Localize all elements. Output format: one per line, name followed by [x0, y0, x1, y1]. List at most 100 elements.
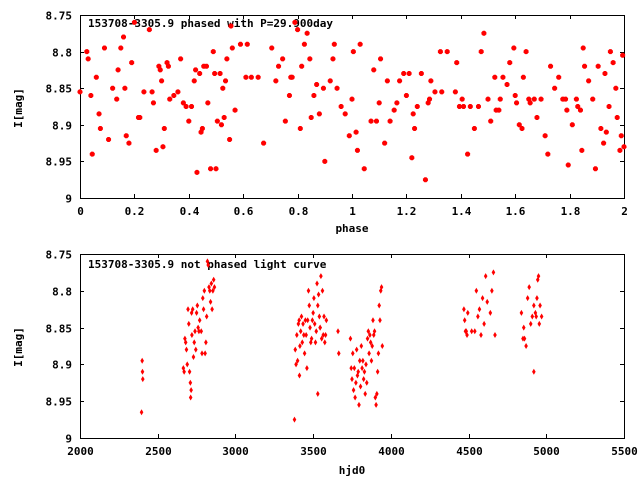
data-point: [126, 140, 132, 146]
data-point: [302, 331, 306, 338]
data-point: [200, 295, 205, 302]
data-point: [322, 158, 328, 164]
data-point: [368, 118, 374, 124]
data-point: [479, 331, 483, 338]
data-point: [357, 41, 363, 47]
data-point: [110, 85, 116, 91]
data-point: [595, 63, 601, 69]
chart-panel-2: 2000 2500 3000 3500 4000 4500 5000 5500 8.75 8.8 8…: [12, 249, 638, 478]
data-point: [462, 317, 467, 324]
data-point: [205, 100, 211, 106]
data-point: [493, 331, 497, 338]
data-point: [205, 258, 210, 265]
data-point: [312, 295, 316, 302]
data-point: [377, 302, 381, 309]
data-point: [524, 343, 528, 349]
data-point: [360, 365, 364, 372]
data-point: [534, 114, 540, 120]
data-point: [464, 328, 469, 335]
data-point: [189, 387, 193, 394]
data-point: [365, 335, 370, 342]
data-point: [159, 78, 165, 84]
data-point: [197, 328, 201, 335]
data-point: [182, 368, 186, 375]
data-point: [320, 287, 325, 294]
data-point: [485, 96, 491, 102]
data-point: [366, 328, 371, 335]
data-point: [314, 82, 320, 88]
data-point: [380, 343, 385, 349]
data-point: [243, 74, 249, 80]
data-point: [295, 331, 299, 338]
data-point: [289, 74, 295, 80]
x-tick-label: 2: [621, 205, 628, 218]
data-point: [351, 387, 356, 394]
data-point: [312, 320, 317, 327]
data-point: [504, 82, 510, 88]
data-point: [180, 100, 186, 106]
data-point: [477, 306, 482, 313]
data-point: [297, 125, 303, 131]
data-point: [535, 295, 539, 302]
data-point: [295, 357, 300, 364]
data-point: [323, 331, 328, 338]
data-point: [294, 361, 298, 368]
data-point: [519, 309, 524, 316]
data-point: [601, 140, 607, 146]
data-point: [350, 49, 356, 55]
data-point: [582, 63, 588, 69]
data-point: [368, 331, 372, 338]
x-tick-label: 1.8: [561, 205, 581, 218]
data-point: [369, 357, 374, 364]
data-point: [545, 151, 551, 157]
data-point: [614, 114, 620, 120]
data-point: [85, 56, 91, 62]
data-point: [350, 350, 355, 357]
data-point: [316, 111, 322, 117]
data-point: [532, 368, 536, 375]
data-point: [536, 273, 541, 280]
data-point: [580, 45, 586, 51]
y-tick-label: 8.95: [46, 396, 73, 409]
chart-title: 153708-3305.9 phased with P=29.900day: [88, 17, 333, 30]
data-point: [375, 390, 379, 397]
data-point: [409, 155, 415, 161]
data-point: [227, 136, 233, 142]
data-point: [364, 361, 368, 368]
data-point: [488, 118, 494, 124]
data-point: [475, 104, 481, 109]
data-point: [187, 320, 191, 327]
data-point: [465, 151, 471, 157]
data-point: [462, 306, 466, 313]
data-point: [115, 67, 121, 73]
data-point: [520, 74, 526, 80]
data-point: [538, 302, 542, 309]
data-point: [193, 67, 199, 73]
data-point: [298, 343, 302, 349]
data-point: [188, 379, 193, 386]
data-point: [621, 144, 627, 150]
data-point: [310, 317, 315, 324]
data-point: [514, 100, 520, 106]
data-point: [563, 96, 569, 102]
data-point: [301, 320, 305, 327]
data-point: [317, 313, 322, 320]
data-point: [208, 166, 214, 172]
data-point: [189, 104, 195, 109]
data-point: [579, 147, 585, 153]
data-point: [480, 295, 485, 302]
data-point: [414, 104, 420, 109]
x-tick-label: 2000: [67, 445, 94, 458]
data-point: [299, 313, 304, 320]
data-point: [603, 129, 609, 135]
data-point: [224, 56, 230, 62]
data-point: [311, 93, 317, 99]
data-point: [444, 49, 450, 55]
data-point: [309, 335, 314, 342]
data-point: [214, 118, 220, 124]
data-point: [552, 85, 558, 91]
data-point: [207, 284, 211, 291]
data-point: [610, 60, 616, 66]
data-point: [171, 93, 177, 99]
data-point: [523, 49, 529, 55]
